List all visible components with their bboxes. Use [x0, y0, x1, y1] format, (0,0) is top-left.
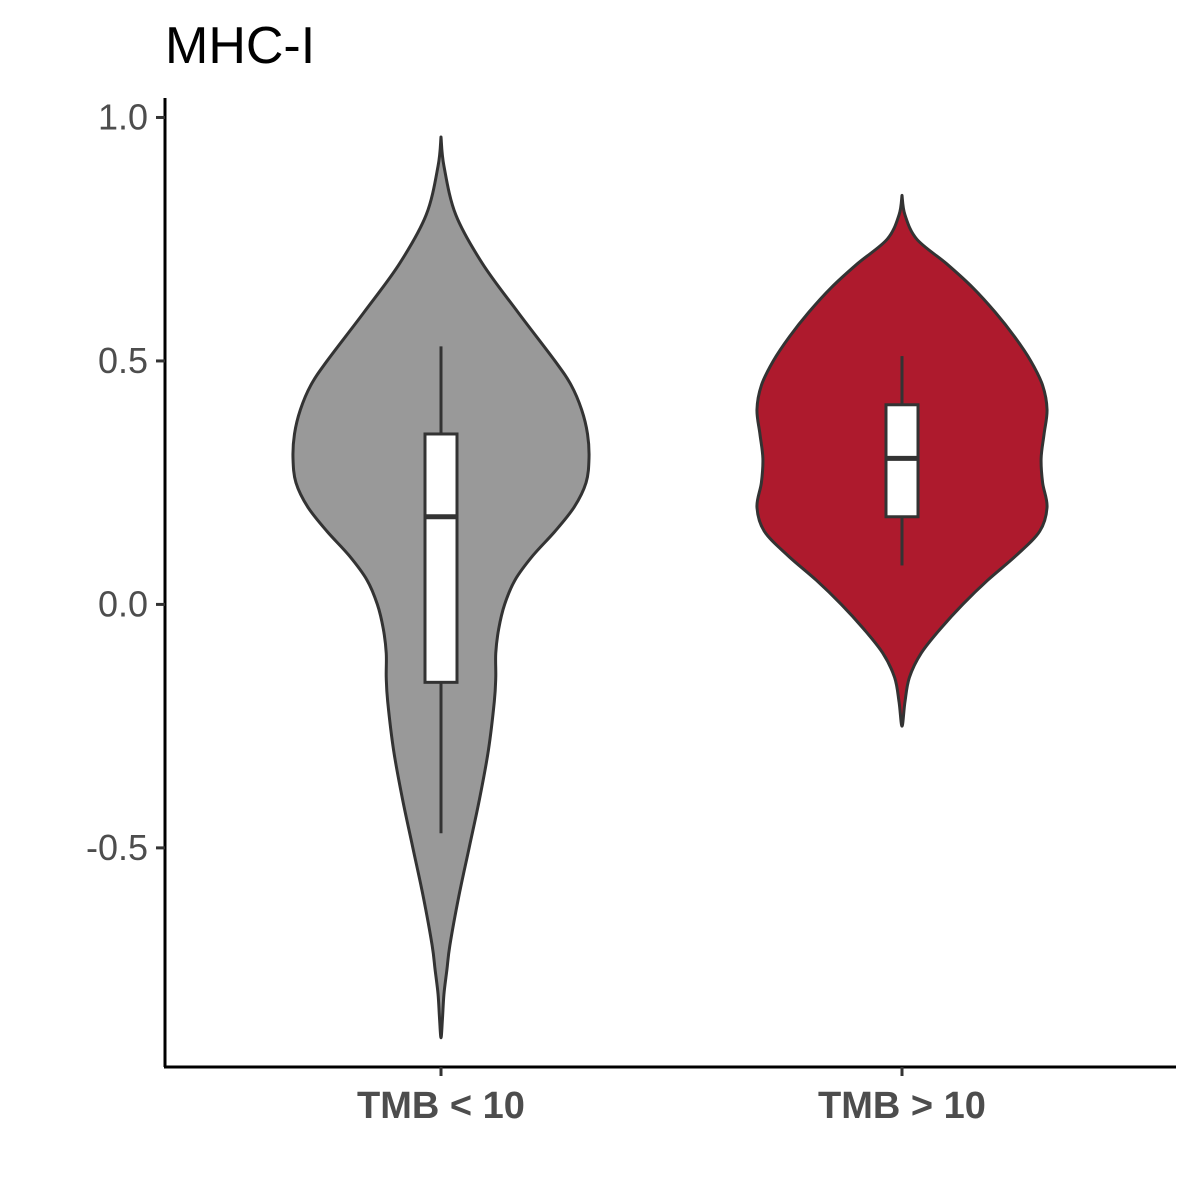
x-axis: TMB < 10 TMB > 10	[357, 1067, 986, 1127]
y-tick-label: -0.5	[86, 827, 148, 868]
x-tick-label: TMB < 10	[357, 1085, 525, 1127]
y-tick-label: 0.0	[98, 583, 148, 624]
x-tick-label: TMB > 10	[818, 1085, 986, 1127]
box-iqr	[423, 432, 459, 684]
plot-area	[291, 135, 1049, 1040]
chart-title: MHC-I	[165, 17, 315, 75]
y-tick-label: 0.5	[98, 340, 148, 381]
y-axis: 1.0 0.5 0.0 -0.5	[86, 96, 165, 868]
y-tick-label: 1.0	[98, 96, 148, 137]
